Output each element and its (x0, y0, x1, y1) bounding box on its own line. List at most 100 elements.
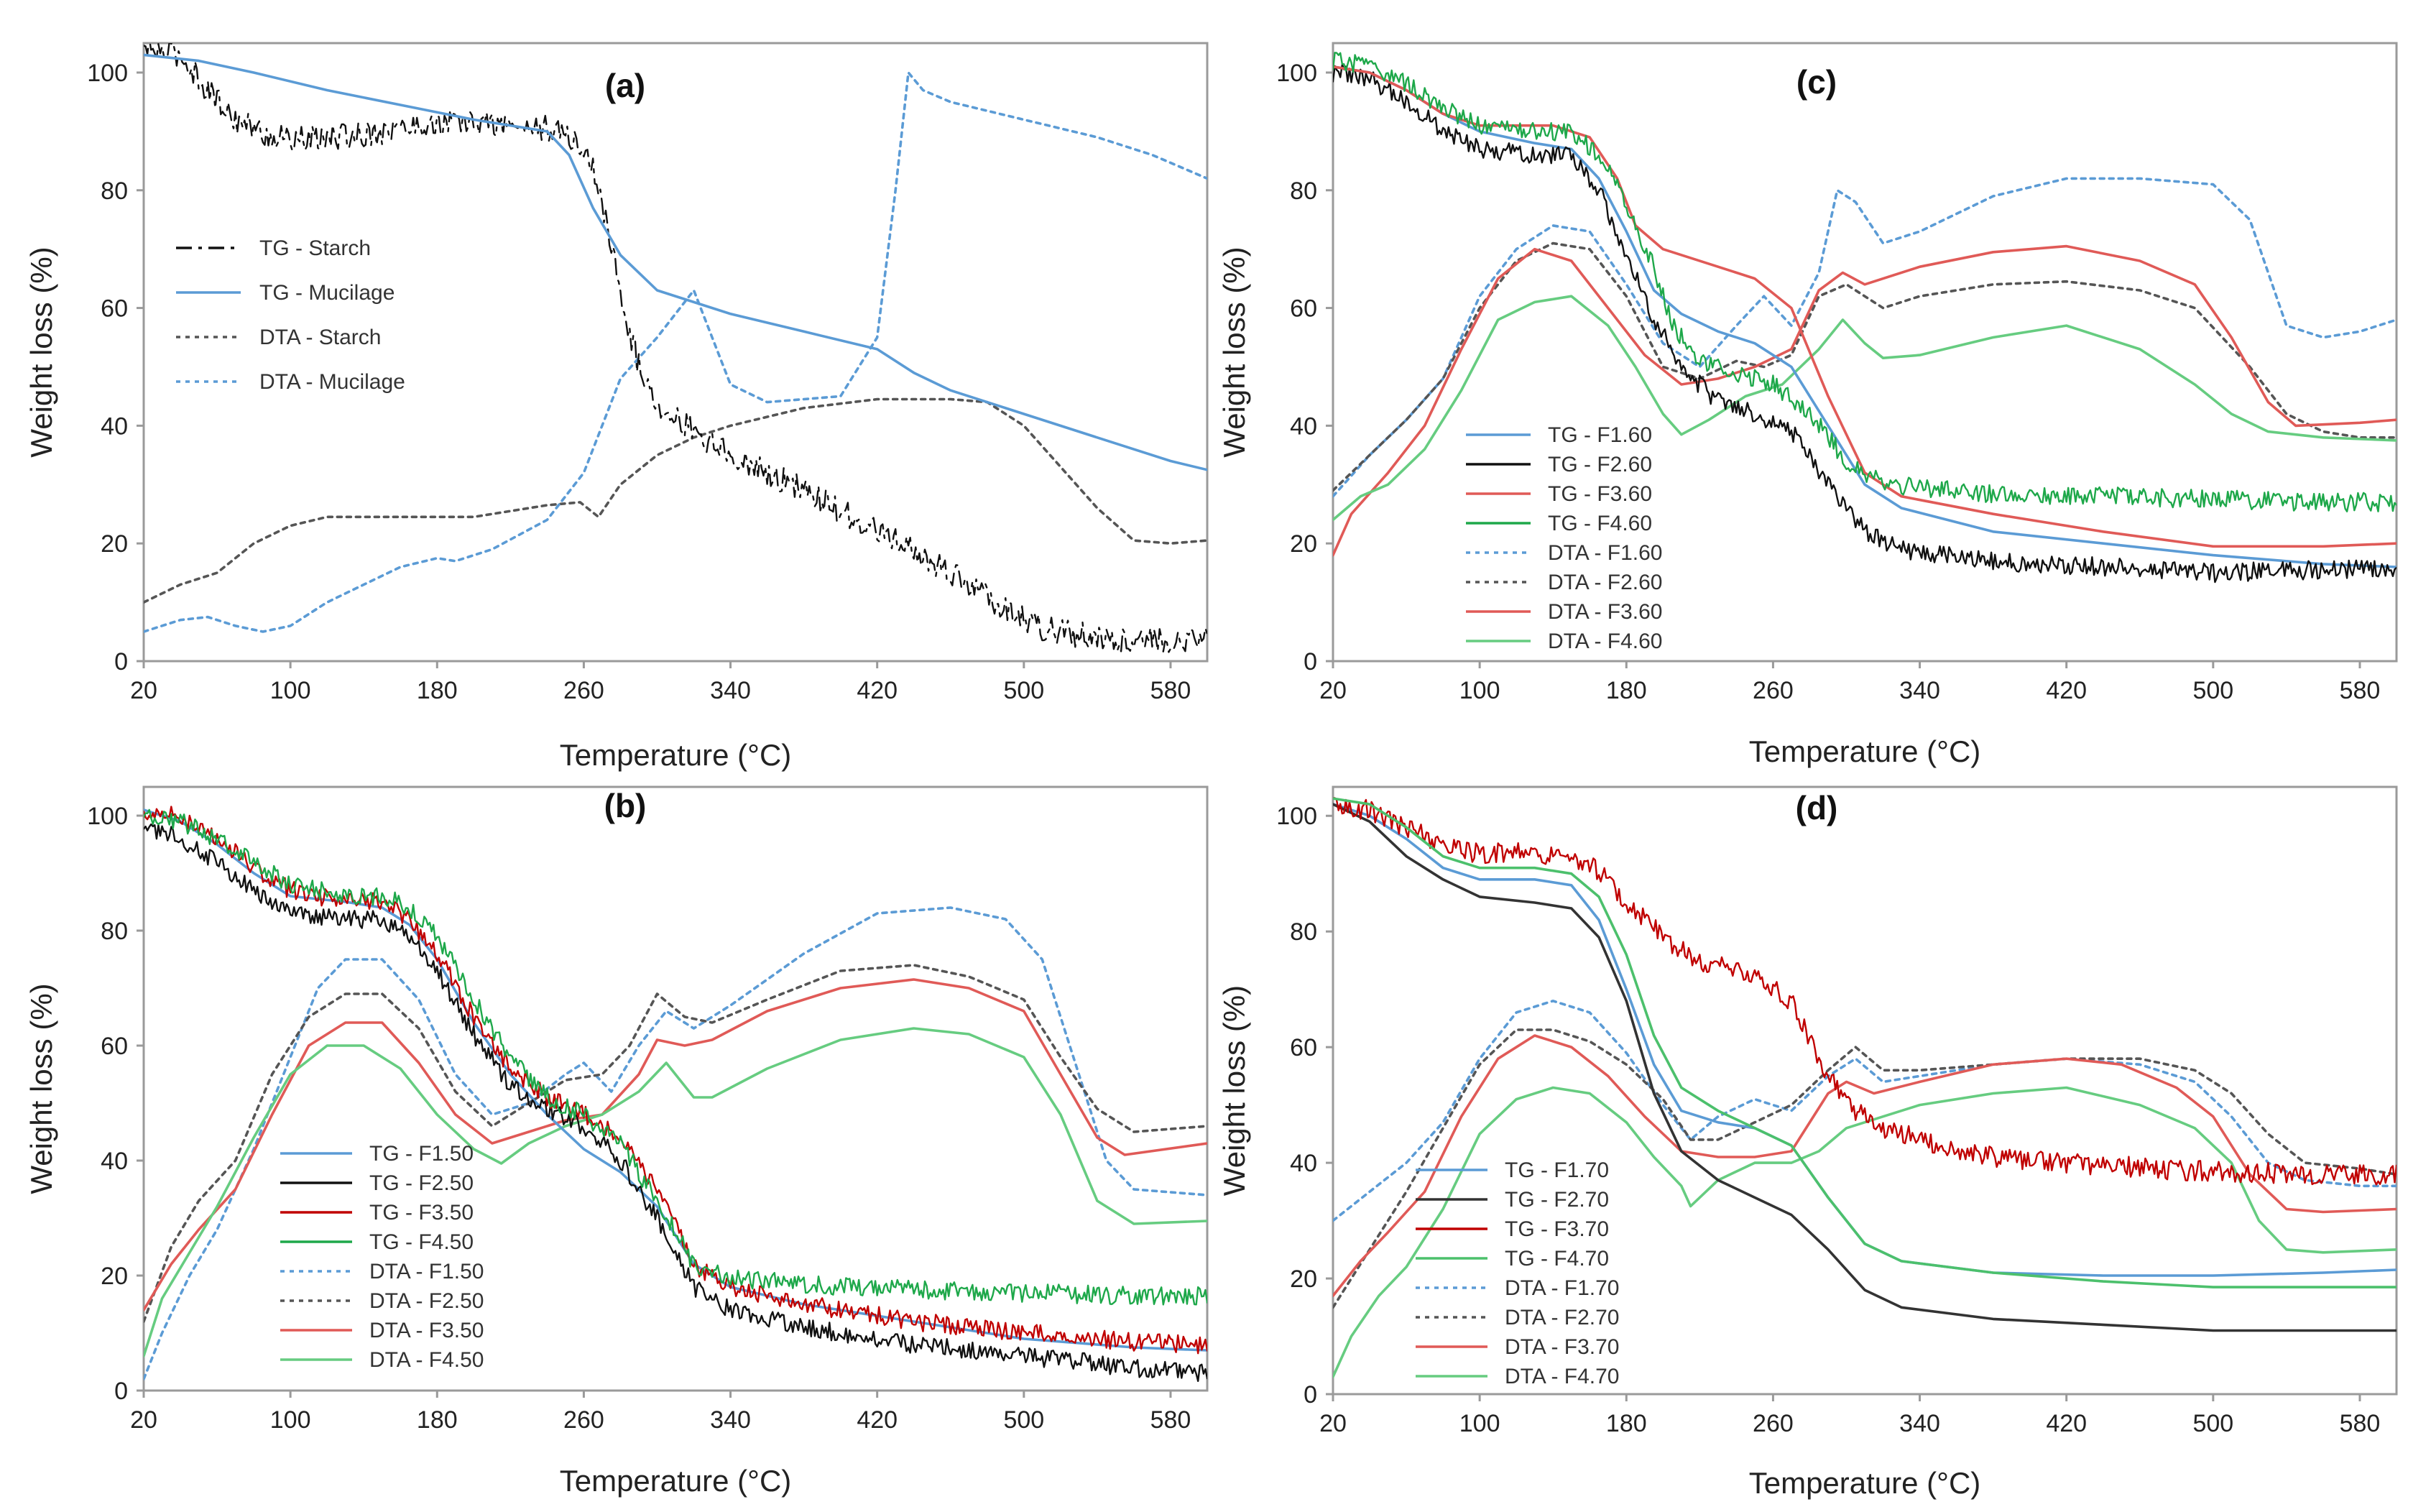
legend-entry: TG - F4.60 (1548, 512, 1652, 535)
y-tick-label: 20 (101, 1263, 128, 1290)
legend-entry: DTA - F3.60 (1548, 600, 1663, 624)
series-line-dta-f3-50 (144, 978, 1207, 1312)
legend-entry: TG - F2.70 (1505, 1188, 1609, 1212)
y-axis-title: Weight loss (%) (1217, 985, 1251, 1196)
y-tick-label: 60 (101, 1033, 128, 1060)
y-tick-label: 100 (1276, 803, 1317, 830)
y-tick-label: 20 (101, 530, 128, 558)
y-axis-title: Weight loss (%) (1217, 246, 1251, 457)
x-tick-label: 180 (417, 1406, 458, 1434)
panel-label: (b) (604, 787, 647, 824)
x-tick-label: 100 (270, 1406, 311, 1434)
y-tick-label: 40 (101, 1148, 128, 1175)
series-line-dta-f2-70 (1333, 1028, 2397, 1309)
y-tick-label: 80 (101, 918, 128, 945)
x-tick-label: 180 (1606, 1410, 1647, 1437)
legend: TG - F1.70 TG - F2.70 TG - F3.70 TG - F4.70… (1416, 1158, 1620, 1388)
series-line-dta-f2-50 (144, 964, 1207, 1323)
series-line-tg-f3-70 (1333, 797, 2397, 1186)
series-layer (144, 43, 1207, 653)
y-tick-label: 80 (1290, 918, 1317, 946)
series-layer (1333, 52, 2397, 584)
x-tick-label: 420 (857, 677, 898, 704)
series-line-tg-f4-50 (144, 808, 1207, 1306)
x-tick-label: 580 (2340, 677, 2381, 704)
series-line-dta-f1-50 (144, 906, 1207, 1380)
x-tick-label: 340 (710, 1406, 751, 1434)
y-tick-label: 80 (101, 178, 128, 205)
y-tick-label: 100 (87, 803, 128, 830)
x-tick-label: 260 (1753, 1410, 1794, 1437)
series-line-dta-f1-70 (1333, 1000, 2397, 1222)
y-tick-label: 0 (114, 1378, 128, 1405)
x-axis-title: Temperature (°C) (560, 1464, 792, 1498)
series-line-tg-f1-70 (1333, 803, 2397, 1277)
series-line-dta-f1-60 (1333, 177, 2397, 498)
plot-frame (142, 42, 1209, 663)
series-layer (144, 806, 1207, 1382)
series-line-tg-f2-50 (144, 823, 1207, 1382)
x-tick-label: 580 (1150, 1406, 1191, 1434)
x-axis-title: Temperature (°C) (1749, 734, 1981, 768)
x-tick-label: 420 (2046, 677, 2087, 704)
panel-label: (c) (1796, 63, 1837, 101)
x-tick-label: 340 (1899, 1410, 1940, 1437)
x-tick-label: 20 (1319, 677, 1347, 704)
x-tick-label: 500 (1003, 677, 1044, 704)
x-tick-label: 20 (130, 1406, 157, 1434)
legend-entry: TG - F3.70 (1505, 1217, 1609, 1241)
panel-label: (a) (605, 67, 645, 104)
legend-entry: TG - F2.50 (369, 1171, 474, 1195)
legend-entry: DTA - Mucilage (259, 370, 405, 394)
x-tick-label: 20 (1319, 1410, 1347, 1437)
x-tick-label: 500 (2192, 1410, 2233, 1437)
x-tick-label: 180 (417, 677, 458, 704)
x-tick-label: 420 (857, 1406, 898, 1434)
legend-entry: TG - F4.70 (1505, 1247, 1609, 1271)
legend-entry: DTA - F1.70 (1505, 1276, 1620, 1300)
legend-entry: DTA - F3.70 (1505, 1335, 1620, 1359)
series-line-tg-f2-60 (1333, 64, 2397, 584)
y-tick-label: 100 (1276, 60, 1317, 87)
legend-entry: TG - F3.50 (369, 1201, 474, 1225)
x-tick-label: 100 (270, 677, 311, 704)
y-tick-label: 80 (1290, 178, 1317, 205)
legend-entry: TG - F3.60 (1548, 482, 1652, 506)
series-line-dta-f4-60 (1333, 295, 2397, 522)
y-tick-label: 40 (101, 412, 128, 440)
x-tick-label: 500 (2192, 677, 2233, 704)
y-tick-label: 20 (1290, 1266, 1317, 1293)
legend-entry: DTA - F2.70 (1505, 1306, 1620, 1329)
series-line-tg-f3-50 (144, 806, 1207, 1355)
series-layer (1333, 797, 2397, 1378)
legend: TG - F1.60 TG - F2.60 TG - F3.60 TG - F4.60… (1466, 423, 1663, 653)
x-tick-label: 580 (1150, 677, 1191, 704)
panel-label: (d) (1796, 789, 1838, 826)
plot-frame (1332, 785, 2398, 1396)
legend: TG - Starch TG - Mucilage DTA - Starch DTA … (176, 236, 405, 394)
series-line-tg-f1-60 (1333, 65, 2397, 568)
x-tick-label: 340 (1899, 677, 1940, 704)
y-tick-label: 40 (1290, 1150, 1317, 1177)
x-tick-label: 180 (1606, 677, 1647, 704)
legend-entry: DTA - Starch (259, 326, 381, 349)
legend-entry: TG - Mucilage (259, 281, 395, 305)
x-axis-title: Temperature (°C) (560, 738, 792, 772)
y-axis-title: Weight loss (%) (24, 983, 58, 1194)
series-line-dta-f4-70 (1333, 1086, 2397, 1378)
legend: TG - F1.50 TG - F2.50 TG - F3.50 TG - F4.50… (280, 1142, 484, 1372)
y-axis-title: Weight loss (%) (24, 246, 58, 457)
x-tick-label: 100 (1459, 677, 1500, 704)
y-tick-label: 0 (1304, 648, 1317, 676)
y-tick-label: 0 (1304, 1381, 1317, 1409)
x-tick-label: 420 (2046, 1410, 2087, 1437)
legend-entry: TG - F2.60 (1548, 453, 1652, 476)
series-line-tg-f2-70 (1333, 803, 2397, 1332)
legend-entry: DTA - F3.50 (369, 1319, 484, 1342)
y-tick-label: 60 (101, 295, 128, 323)
x-tick-label: 20 (130, 677, 157, 704)
